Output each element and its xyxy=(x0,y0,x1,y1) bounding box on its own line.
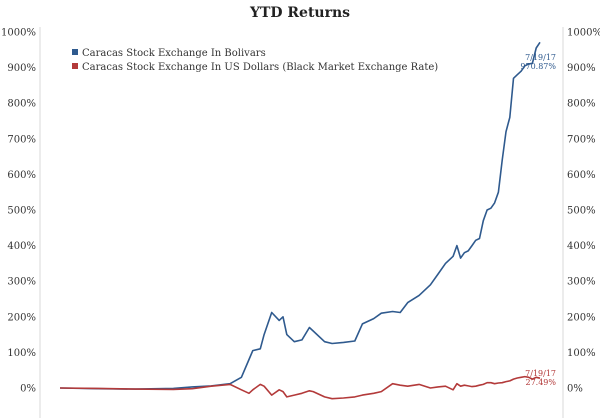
series-line-bolivars xyxy=(59,41,541,390)
y-tick-label-right: 900% xyxy=(567,63,596,74)
legend-label-bolivars: Caracas Stock Exchange In Bolivars xyxy=(82,48,266,59)
chart-title: YTD Returns xyxy=(249,5,350,21)
y-tick-label-right: 400% xyxy=(567,241,596,252)
legend-swatch-bolivars xyxy=(72,49,78,55)
y-tick-label-left: 400% xyxy=(7,241,36,252)
y-tick-label-left: 800% xyxy=(7,99,36,110)
y-tick-label-right: 0% xyxy=(567,384,583,395)
y-tick-label-right: 500% xyxy=(567,206,596,217)
y-tick-label-left: 700% xyxy=(7,134,36,145)
y-tick-label-left: 0% xyxy=(20,384,36,395)
y-tick-label-right: 700% xyxy=(567,134,596,145)
y-tick-label-left: 300% xyxy=(7,277,36,288)
y-tick-label-left: 200% xyxy=(7,312,36,323)
y-tick-label-left: 500% xyxy=(7,206,36,217)
end-label-bolivars-value: 970.87% xyxy=(520,62,556,71)
legend-label-usd: Caracas Stock Exchange In US Dollars (Bl… xyxy=(82,62,438,73)
legend: Caracas Stock Exchange In Bolivars Carac… xyxy=(72,48,438,73)
series-layer xyxy=(59,41,541,400)
y-tick-label-left: 900% xyxy=(7,63,36,74)
y-tick-label-left: 600% xyxy=(7,170,36,181)
end-label-usd-date: 7/19/17 xyxy=(525,369,556,378)
y-tick-label-right: 100% xyxy=(567,348,596,359)
y-axis-left-ticks: 1000% 900% 800% 700% 600% 500% 400% 300% 200% 100… xyxy=(1,28,36,395)
series-line-usd xyxy=(59,375,541,400)
y-tick-label-right: 1000% xyxy=(567,28,600,39)
end-label-usd-value: 27.49% xyxy=(525,378,556,387)
y-tick-label-left: 100% xyxy=(7,348,36,359)
y-tick-label-right: 200% xyxy=(567,312,596,323)
y-tick-label-right: 300% xyxy=(567,277,596,288)
end-label-usd: 7/19/17 27.49% xyxy=(525,369,556,387)
y-tick-label-right: 600% xyxy=(567,170,596,181)
end-label-bolivars-date: 7/19/17 xyxy=(525,53,556,62)
legend-swatch-usd xyxy=(72,63,78,69)
end-label-bolivars: 7/19/17 970.87% xyxy=(520,53,556,71)
y-axis-right-ticks: 1000% 900% 800% 700% 600% 500% 400% 300% 200% 100… xyxy=(567,28,600,395)
y-tick-label-left: 1000% xyxy=(1,28,36,39)
y-tick-label-right: 800% xyxy=(567,99,596,110)
